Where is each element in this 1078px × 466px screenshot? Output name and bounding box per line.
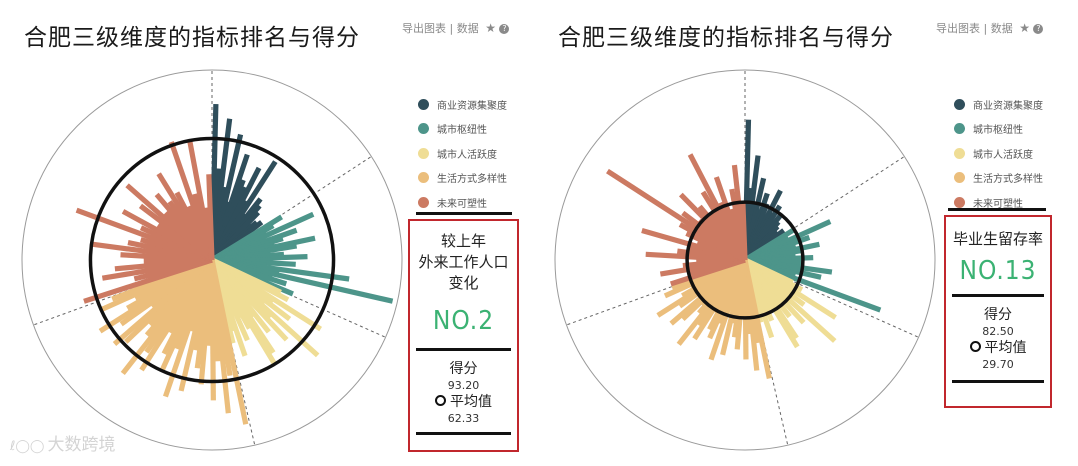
chart-toolbar: 导出图表 | 数据 ★ ? bbox=[936, 20, 1044, 36]
legend-swatch bbox=[954, 147, 965, 159]
legend-label: 未来可塑性 bbox=[437, 198, 487, 210]
divider bbox=[948, 208, 1046, 211]
legend-item: 商业资源集聚度 bbox=[954, 92, 1043, 117]
legend-label: 商业资源集聚度 bbox=[973, 100, 1043, 112]
radial-bar-chart bbox=[21, 69, 403, 451]
chart-toolbar: 导出图表 | 数据 ★ ? bbox=[402, 20, 510, 36]
average-label: 平均值 bbox=[450, 394, 492, 410]
watermark-logo: ℓ◯◯ bbox=[10, 439, 45, 454]
score-label: 得分 bbox=[984, 307, 1012, 323]
divider bbox=[416, 432, 511, 435]
divider bbox=[416, 348, 511, 351]
average-label: 平均值 bbox=[984, 340, 1027, 356]
legend-label: 城市枢纽性 bbox=[437, 125, 487, 137]
export-chart-link[interactable]: 导出图表 bbox=[936, 22, 980, 35]
legend-swatch bbox=[954, 196, 965, 208]
chart-title: 合肥三级维度的指标排名与得分 bbox=[558, 25, 894, 51]
metric-info-box: 较上年 外来工作人口 变化 NO.2 得分 93.20 平均值 62.33 bbox=[408, 219, 519, 452]
legend-item: 生活方式多样性 bbox=[418, 166, 507, 191]
data-link[interactable]: 数据 bbox=[456, 22, 479, 35]
divider bbox=[416, 212, 512, 215]
legend-swatch bbox=[418, 196, 429, 208]
legend-label: 未来可塑性 bbox=[973, 198, 1023, 210]
export-chart-link[interactable]: 导出图表 bbox=[402, 22, 446, 35]
legend-label: 生活方式多样性 bbox=[973, 174, 1043, 186]
average-ring-icon bbox=[435, 395, 446, 406]
legend-item: 城市人活跃度 bbox=[954, 141, 1043, 166]
metric-name-line: 毕业生留存率 bbox=[952, 230, 1043, 248]
legend-label: 城市人活跃度 bbox=[437, 149, 497, 161]
rank-label: NO.13 bbox=[959, 256, 1037, 286]
radial-bar bbox=[740, 201, 748, 261]
average-row: 平均值 bbox=[410, 393, 517, 411]
outer-ring bbox=[21, 69, 403, 451]
legend-item: 城市人活跃度 bbox=[418, 141, 507, 166]
star-icon[interactable]: ★ bbox=[485, 21, 496, 35]
legend-label: 商业资源集聚度 bbox=[437, 100, 507, 112]
legend-item: 未来可塑性 bbox=[418, 190, 507, 215]
radial-bar bbox=[206, 174, 215, 261]
legend-swatch bbox=[954, 123, 965, 135]
outer-ring bbox=[554, 69, 936, 451]
toolbar-separator: | bbox=[983, 22, 988, 35]
legend-swatch bbox=[954, 98, 965, 110]
average-ring-icon bbox=[969, 341, 981, 352]
metric-info-box: 毕业生留存率 NO.13 得分 82.50 平均值 29.70 bbox=[944, 215, 1052, 408]
metric-name-line: 外来工作人口 bbox=[418, 253, 509, 271]
average-value: 62.33 bbox=[447, 412, 480, 425]
data-link[interactable]: 数据 bbox=[990, 22, 1013, 35]
average-row: 平均值 bbox=[946, 339, 1050, 357]
score-label: 得分 bbox=[449, 361, 478, 377]
toolbar-separator: | bbox=[449, 22, 454, 35]
help-icon[interactable]: ? bbox=[499, 24, 510, 34]
chart-panel-right: 合肥三级维度的指标排名与得分 导出图表 | 数据 ★ ? 商业资源集聚度 城市枢… bbox=[538, 0, 1078, 466]
average-value: 29.70 bbox=[982, 358, 1014, 371]
legend-swatch bbox=[418, 98, 429, 110]
legend-item: 商业资源集聚度 bbox=[418, 92, 507, 117]
chart-legend: 商业资源集聚度 城市枢纽性 城市人活跃度 生活方式多样性 未来可塑性 bbox=[954, 92, 1043, 215]
score-value: 93.20 bbox=[447, 379, 480, 392]
legend-label: 城市人活跃度 bbox=[973, 149, 1033, 161]
legend-item: 城市枢纽性 bbox=[954, 117, 1043, 142]
average-circle bbox=[88, 136, 336, 384]
metric-name-line: 较上年 bbox=[440, 232, 486, 250]
chart-panel-left: 合肥三级维度的指标排名与得分 导出图表 | 数据 ★ ? 商业资源集聚度 城市枢… bbox=[0, 0, 535, 466]
star-icon[interactable]: ★ bbox=[1019, 21, 1030, 35]
score-value: 82.50 bbox=[982, 325, 1014, 338]
radial-bar-chart bbox=[554, 69, 936, 451]
metric-name: 较上年 外来工作人口 变化 bbox=[410, 231, 517, 294]
chart-title: 合肥三级维度的指标排名与得分 bbox=[24, 25, 360, 51]
legend-label: 生活方式多样性 bbox=[437, 174, 507, 186]
rank-label: NO.2 bbox=[432, 306, 495, 336]
legend-swatch bbox=[418, 172, 429, 184]
legend-swatch bbox=[418, 123, 429, 135]
metric-name-line: 变化 bbox=[448, 274, 479, 292]
watermark-text: 大数跨境 bbox=[47, 435, 116, 455]
legend-item: 城市枢纽性 bbox=[418, 117, 507, 142]
chart-legend: 商业资源集聚度 城市枢纽性 城市人活跃度 生活方式多样性 未来可塑性 bbox=[418, 92, 507, 215]
legend-label: 城市枢纽性 bbox=[973, 125, 1023, 137]
watermark: ℓ◯◯ 大数跨境 bbox=[10, 430, 115, 455]
legend-swatch bbox=[418, 147, 429, 159]
divider bbox=[952, 380, 1044, 383]
divider bbox=[952, 294, 1044, 297]
legend-item: 生活方式多样性 bbox=[954, 166, 1043, 191]
legend-swatch bbox=[954, 172, 965, 184]
legend-item: 未来可塑性 bbox=[954, 190, 1043, 215]
average-circle bbox=[685, 200, 805, 320]
help-icon[interactable]: ? bbox=[1033, 24, 1044, 34]
